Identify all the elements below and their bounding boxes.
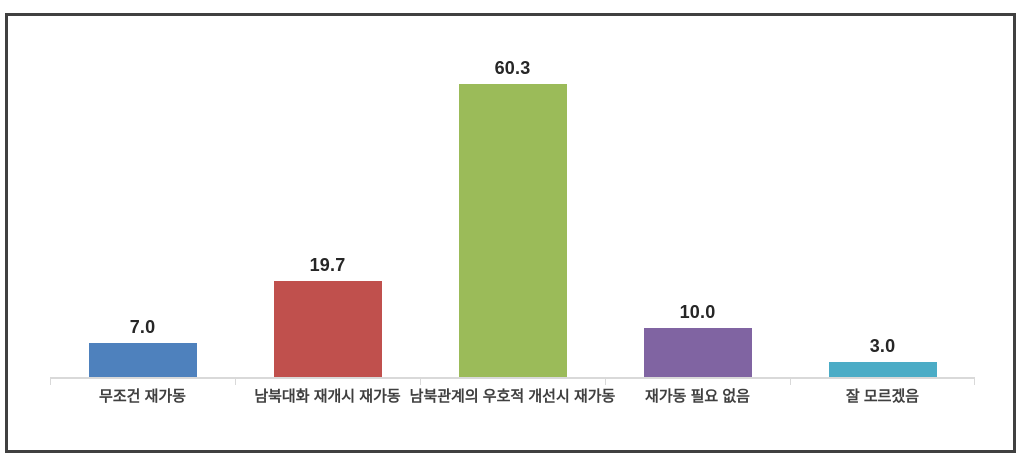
category-label: 남북관계의 우호적 개선시 재가동 (409, 388, 616, 405)
bar-no-restart-needed (643, 328, 752, 377)
category-label: 남북대화 재개시 재가동 (254, 388, 401, 405)
category-label: 잘 모르겠음 (845, 388, 920, 405)
bar-unconditional-restart (88, 343, 197, 377)
axis-tick (235, 377, 236, 385)
category-label: 무조건 재가동 (99, 388, 186, 405)
bar-value-label: 3.0 (869, 336, 896, 357)
bar-group: 60.3 (420, 58, 605, 377)
axis-tick (974, 377, 975, 385)
axis-tick (50, 377, 51, 385)
bar-value-label: 19.7 (309, 255, 346, 276)
bar-value-label: 10.0 (679, 302, 716, 323)
bar-value-label: 60.3 (494, 58, 531, 79)
bar-group: 3.0 (790, 336, 975, 377)
bar-restart-upon-dialogue-resumption (273, 281, 382, 377)
axis-tick (420, 377, 421, 385)
bar-group: 7.0 (50, 317, 235, 377)
axis-tick (605, 377, 606, 385)
bar-dont-know (828, 362, 937, 377)
bar-group: 19.7 (235, 255, 420, 377)
bar-restart-upon-improved-relations (458, 84, 567, 377)
x-axis-line (50, 377, 975, 379)
axis-tick (790, 377, 791, 385)
bar-group: 10.0 (605, 302, 790, 377)
category-label: 재가동 필요 없음 (645, 388, 750, 405)
bar-value-label: 7.0 (129, 317, 156, 337)
